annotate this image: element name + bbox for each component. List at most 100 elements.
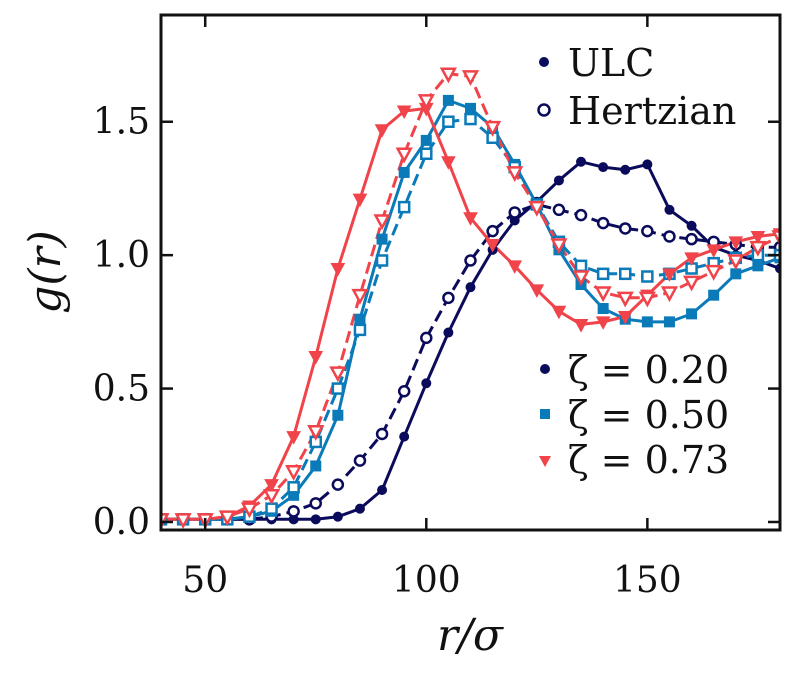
point-s020_hertz <box>309 497 322 510</box>
point-s073_hertz <box>307 425 325 441</box>
point-s020_hertz <box>353 454 367 467</box>
point-s020_ulc <box>576 156 587 167</box>
point-s073_hertz <box>262 489 281 505</box>
point-s020_ulc <box>399 431 410 442</box>
point-s073_ulc <box>507 260 523 274</box>
point-s020_hertz <box>641 224 654 238</box>
legend-zeta-020-label: ζ = 0.20 <box>568 348 729 392</box>
point-s020_ulc <box>620 164 631 175</box>
point-s050_ulc <box>597 303 609 315</box>
y-tick-label: 0.5 <box>93 369 150 410</box>
legend-ulc-marker <box>539 57 549 67</box>
point-s050_ulc <box>376 233 388 245</box>
point-s020_hertz <box>596 216 610 230</box>
point-s073_ulc <box>662 268 677 282</box>
point-s073_ulc <box>573 319 589 333</box>
point-s073_ulc <box>264 479 279 493</box>
point-s020_hertz <box>685 232 698 246</box>
point-s020_ulc <box>421 378 432 389</box>
point-s020_ulc <box>377 484 388 495</box>
point-s050_ulc <box>465 102 476 114</box>
point-s050_hertz <box>265 502 278 515</box>
point-s073_ulc <box>330 262 346 277</box>
point-s073_hertz <box>417 94 435 111</box>
legend-model: ULC Hertzian <box>537 41 736 133</box>
point-s020_hertz <box>552 203 566 217</box>
point-s073_ulc <box>441 156 456 170</box>
point-s073_hertz <box>705 264 723 281</box>
point-s073_ulc <box>728 236 744 250</box>
x-tick-label: 100 <box>392 560 461 601</box>
point-s050_ulc <box>398 166 410 178</box>
point-s073_hertz <box>771 230 780 247</box>
point-s020_ulc <box>332 511 343 522</box>
point-s073_hertz <box>749 240 767 257</box>
point-s073_ulc <box>529 284 545 298</box>
point-s073_hertz <box>572 270 590 287</box>
x-tick-label: 150 <box>613 560 682 601</box>
point-s073_hertz <box>461 70 480 86</box>
point-s073_ulc <box>750 230 766 245</box>
point-s073_ulc <box>463 212 478 226</box>
point-s073_hertz <box>218 510 236 527</box>
point-s050_hertz <box>464 112 477 126</box>
point-s020_ulc <box>686 220 697 231</box>
point-s050_hertz <box>353 323 367 337</box>
point-s073_ulc <box>485 238 500 253</box>
point-s050_ulc <box>332 409 344 421</box>
y-tick-label: 1.0 <box>93 235 150 276</box>
point-s073_hertz <box>351 288 369 305</box>
legend-ulc-label: ULC <box>568 41 654 85</box>
point-s073_hertz <box>439 67 457 84</box>
x-tick-label: 50 <box>182 560 228 601</box>
point-s073_hertz <box>727 254 745 271</box>
point-s073_hertz <box>373 214 391 231</box>
point-s050_hertz <box>397 200 411 214</box>
point-s020_ulc <box>354 503 365 514</box>
legend-zeta: ζ = 0.20 ζ = 0.50 ζ = 0.73 <box>539 348 729 482</box>
point-s050_ulc <box>663 316 675 328</box>
point-s073_hertz <box>682 275 701 292</box>
point-s050_hertz <box>619 267 632 281</box>
point-s020_ulc <box>310 514 321 525</box>
point-s050_hertz <box>420 147 433 161</box>
point-s073_hertz <box>550 238 568 255</box>
point-s050_hertz <box>375 254 389 267</box>
point-s073_hertz <box>528 200 546 217</box>
legend-zeta-073-label: ζ = 0.73 <box>568 438 729 482</box>
point-s050_hertz <box>442 115 455 128</box>
point-s020_ulc <box>553 175 564 186</box>
point-s050_ulc <box>310 460 322 472</box>
point-s050_ulc <box>420 134 432 146</box>
point-s073_hertz <box>329 366 347 383</box>
point-s020_ulc <box>443 327 454 338</box>
point-s073_ulc <box>551 305 567 320</box>
point-s073_hertz <box>174 513 192 529</box>
point-s020_hertz <box>375 427 389 441</box>
legend-zeta-073-marker <box>539 456 551 467</box>
point-s050_ulc <box>442 94 454 106</box>
point-s020_ulc <box>465 282 476 293</box>
point-s073_hertz <box>240 502 259 519</box>
legend-zeta-020-marker <box>540 364 550 374</box>
point-s073_hertz <box>506 166 524 183</box>
point-s020_hertz <box>486 224 499 238</box>
point-s050_ulc <box>641 316 653 328</box>
point-s020_hertz <box>619 222 632 235</box>
point-s050_hertz <box>287 481 300 494</box>
y-axis-label: g(r) <box>20 230 71 314</box>
point-s073_ulc <box>308 351 324 365</box>
point-s020_hertz <box>442 291 455 305</box>
point-s073_ulc <box>617 311 633 325</box>
legend-zeta-050-marker <box>540 409 550 419</box>
plot-frame <box>159 13 782 532</box>
point-s020_hertz <box>663 230 676 243</box>
point-s050_ulc <box>730 268 742 280</box>
ticks-layer: 50 100 150 0.0 0.5 1.0 1.5 <box>93 15 780 601</box>
point-s050_ulc <box>708 289 720 301</box>
point-s020_ulc <box>598 162 609 173</box>
point-s050_hertz <box>596 267 610 281</box>
point-s073_hertz <box>161 513 170 529</box>
y-tick-label: 1.5 <box>93 102 150 143</box>
